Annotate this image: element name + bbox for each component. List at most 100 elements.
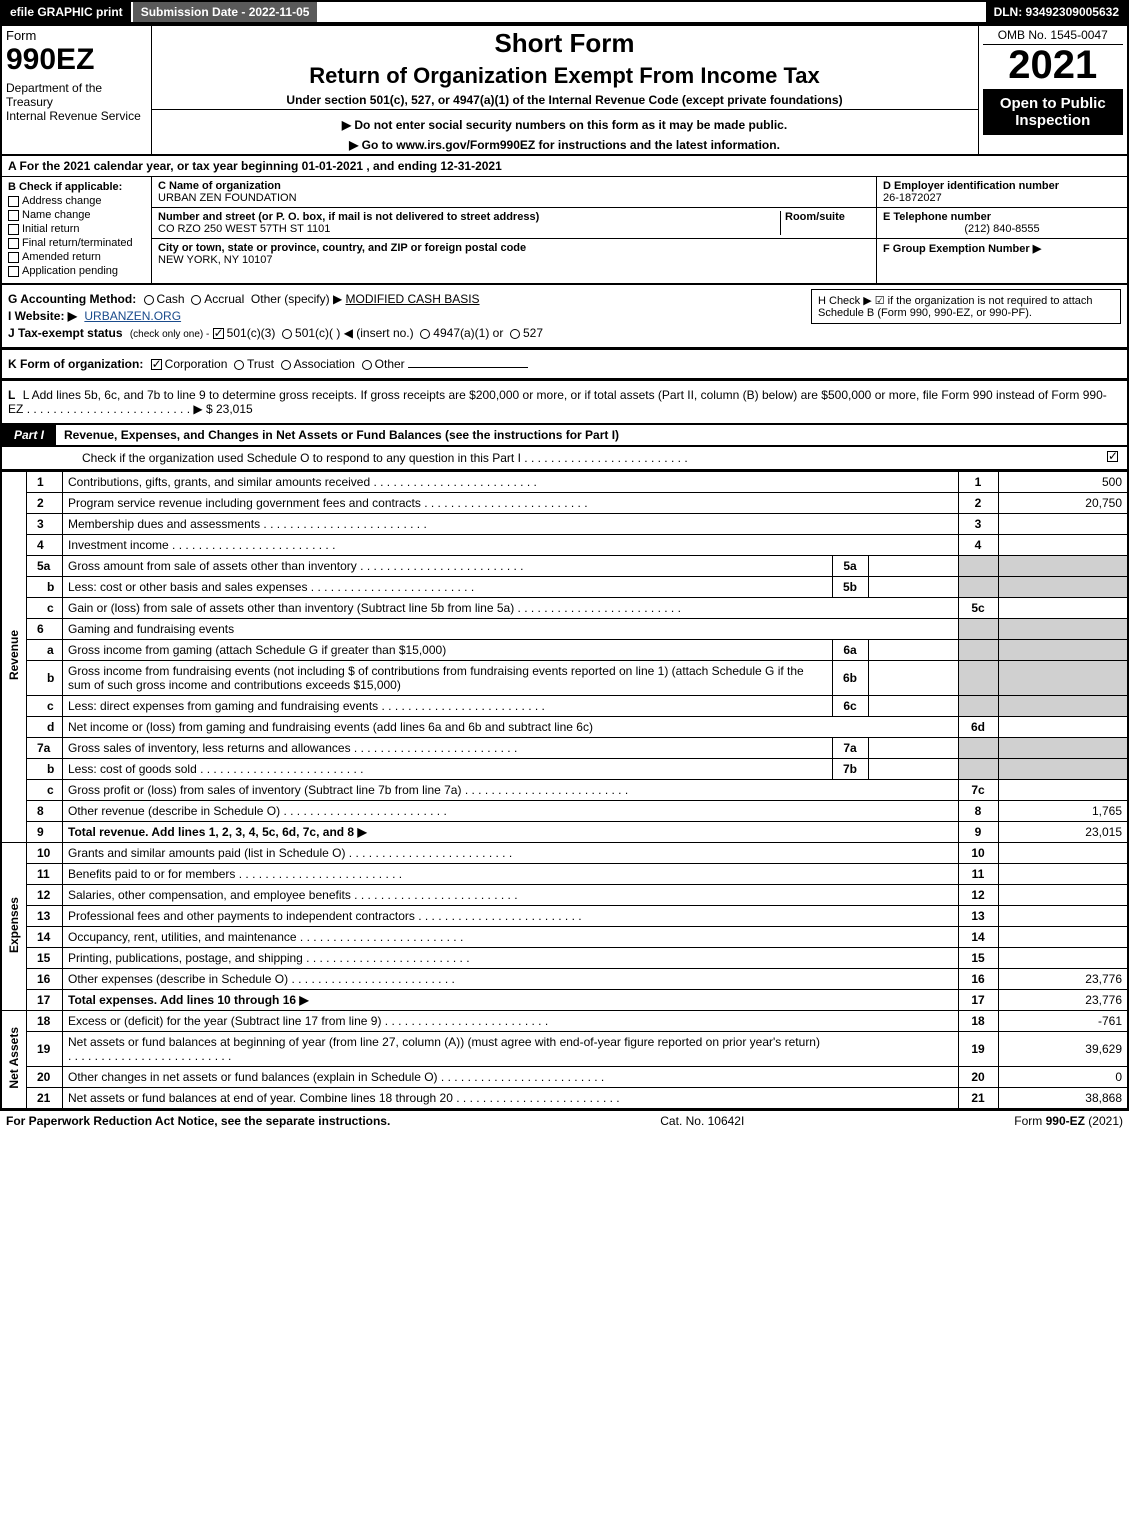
row7a-desc: Gross sales of inventory, less returns a… xyxy=(63,738,833,759)
row6b-mini: 6b xyxy=(832,661,868,696)
row4-desc: Investment income xyxy=(63,535,959,556)
chk-schedule-o[interactable] xyxy=(1107,451,1118,462)
row7c-num: c xyxy=(27,780,63,801)
org-name-label: C Name of organization xyxy=(158,180,870,192)
row6d-num: d xyxy=(27,717,63,738)
footer-center: Cat. No. 10642I xyxy=(660,1114,744,1128)
row6a-rn xyxy=(958,640,998,661)
row10-num: 10 xyxy=(27,843,63,864)
row17-desc: Total expenses. Add lines 10 through 16 … xyxy=(63,990,959,1011)
tax-year: 2021 xyxy=(983,45,1124,85)
row7b-desc: Less: cost of goods sold xyxy=(63,759,833,780)
row6b-val xyxy=(998,661,1128,696)
footer-left: For Paperwork Reduction Act Notice, see … xyxy=(6,1114,390,1128)
radio-accrual[interactable] xyxy=(191,295,201,305)
radio-other-org[interactable] xyxy=(362,360,372,370)
row10-desc: Grants and similar amounts paid (list in… xyxy=(63,843,959,864)
row6d-rn: 6d xyxy=(958,717,998,738)
row7b-mini: 7b xyxy=(832,759,868,780)
box-b: B Check if applicable: Address change Na… xyxy=(2,177,152,283)
row20-desc: Other changes in net assets or fund bala… xyxy=(63,1067,959,1088)
chk-name-change[interactable]: Name change xyxy=(8,209,145,221)
dln-label: DLN: 93492309005632 xyxy=(986,2,1127,22)
main-title: Return of Organization Exempt From Incom… xyxy=(156,63,974,89)
part1-lines-table: Revenue 1 Contributions, gifts, grants, … xyxy=(0,471,1129,1110)
radio-association[interactable] xyxy=(281,360,291,370)
row7b-minival xyxy=(868,759,958,780)
row6c-desc: Less: direct expenses from gaming and fu… xyxy=(63,696,833,717)
ein-value: 26-1872027 xyxy=(883,192,1121,204)
header-right: OMB No. 1545-0047 2021 Open to Public In… xyxy=(978,25,1128,155)
box-b-label: B Check if applicable: xyxy=(8,181,145,193)
row21-num: 21 xyxy=(27,1088,63,1110)
row1-rn: 1 xyxy=(958,472,998,493)
row15-desc: Printing, publications, postage, and shi… xyxy=(63,948,959,969)
form-number: 990EZ xyxy=(6,43,147,77)
row16-rn: 16 xyxy=(958,969,998,990)
accounting-other: MODIFIED CASH BASIS xyxy=(346,292,480,306)
row5a-rn xyxy=(958,556,998,577)
chk-501c3[interactable] xyxy=(213,328,224,339)
row6a-num: a xyxy=(27,640,63,661)
row18-rn: 18 xyxy=(958,1011,998,1032)
chk-address-change[interactable]: Address change xyxy=(8,195,145,207)
row7a-num: 7a xyxy=(27,738,63,759)
box-c: C Name of organization URBAN ZEN FOUNDAT… xyxy=(152,177,877,283)
row3-rn: 3 xyxy=(958,514,998,535)
row20-rn: 20 xyxy=(958,1067,998,1088)
chk-corporation[interactable] xyxy=(151,359,162,370)
header-notices: ▶ Do not enter social security numbers o… xyxy=(151,110,978,156)
chk-application-pending[interactable]: Application pending xyxy=(8,265,145,277)
line-j: J Tax-exempt status (check only one) - 5… xyxy=(8,326,1121,340)
row19-val: 39,629 xyxy=(998,1032,1128,1067)
row5c-num: c xyxy=(27,598,63,619)
efile-print-button[interactable]: efile GRAPHIC print xyxy=(2,2,133,22)
row6-val xyxy=(998,619,1128,640)
row9-val: 23,015 xyxy=(998,822,1128,843)
line-h: H Check ▶ ☑ if the organization is not r… xyxy=(811,289,1121,324)
chk-amended-return[interactable]: Amended return xyxy=(8,251,145,263)
short-form-title: Short Form xyxy=(156,28,974,59)
row11-rn: 11 xyxy=(958,864,998,885)
row14-val xyxy=(998,927,1128,948)
form-word: Form xyxy=(6,28,147,43)
row3-val xyxy=(998,514,1128,535)
row5b-mini: 5b xyxy=(832,577,868,598)
row6b-minival xyxy=(868,661,958,696)
row6-rn xyxy=(958,619,998,640)
row13-num: 13 xyxy=(27,906,63,927)
chk-initial-return[interactable]: Initial return xyxy=(8,223,145,235)
row11-desc: Benefits paid to or for members xyxy=(63,864,959,885)
row12-val xyxy=(998,885,1128,906)
footer-right: Form 990-EZ (2021) xyxy=(1014,1114,1123,1128)
row6-desc: Gaming and fundraising events xyxy=(63,619,959,640)
radio-cash[interactable] xyxy=(144,295,154,305)
radio-4947[interactable] xyxy=(420,329,430,339)
notice-link[interactable]: ▶ Go to www.irs.gov/Form990EZ for instru… xyxy=(156,138,974,152)
row3-num: 3 xyxy=(27,514,63,535)
box-d-e-f: D Employer identification number 26-1872… xyxy=(877,177,1127,283)
row2-num: 2 xyxy=(27,493,63,514)
radio-527[interactable] xyxy=(510,329,520,339)
radio-501c[interactable] xyxy=(282,329,292,339)
header-left: Form 990EZ Department of the Treasury In… xyxy=(1,25,151,155)
row1-val: 500 xyxy=(998,472,1128,493)
row5c-rn: 5c xyxy=(958,598,998,619)
row2-rn: 2 xyxy=(958,493,998,514)
ein-label: D Employer identification number xyxy=(883,180,1121,192)
row6-num: 6 xyxy=(27,619,63,640)
chk-final-return[interactable]: Final return/terminated xyxy=(8,237,145,249)
row14-num: 14 xyxy=(27,927,63,948)
header-center: Short Form Return of Organization Exempt… xyxy=(151,25,978,110)
radio-trust[interactable] xyxy=(234,360,244,370)
row12-desc: Salaries, other compensation, and employ… xyxy=(63,885,959,906)
website-link[interactable]: URBANZEN.ORG xyxy=(84,309,181,323)
phone-value: (212) 840-8555 xyxy=(883,223,1121,235)
row21-val: 38,868 xyxy=(998,1088,1128,1110)
row13-val xyxy=(998,906,1128,927)
row16-num: 16 xyxy=(27,969,63,990)
line-k: K Form of organization: Corporation Trus… xyxy=(8,357,1121,371)
row6d-desc: Net income or (loss) from gaming and fun… xyxy=(63,717,959,738)
row7a-mini: 7a xyxy=(832,738,868,759)
rot-revenue: Revenue xyxy=(1,472,27,843)
